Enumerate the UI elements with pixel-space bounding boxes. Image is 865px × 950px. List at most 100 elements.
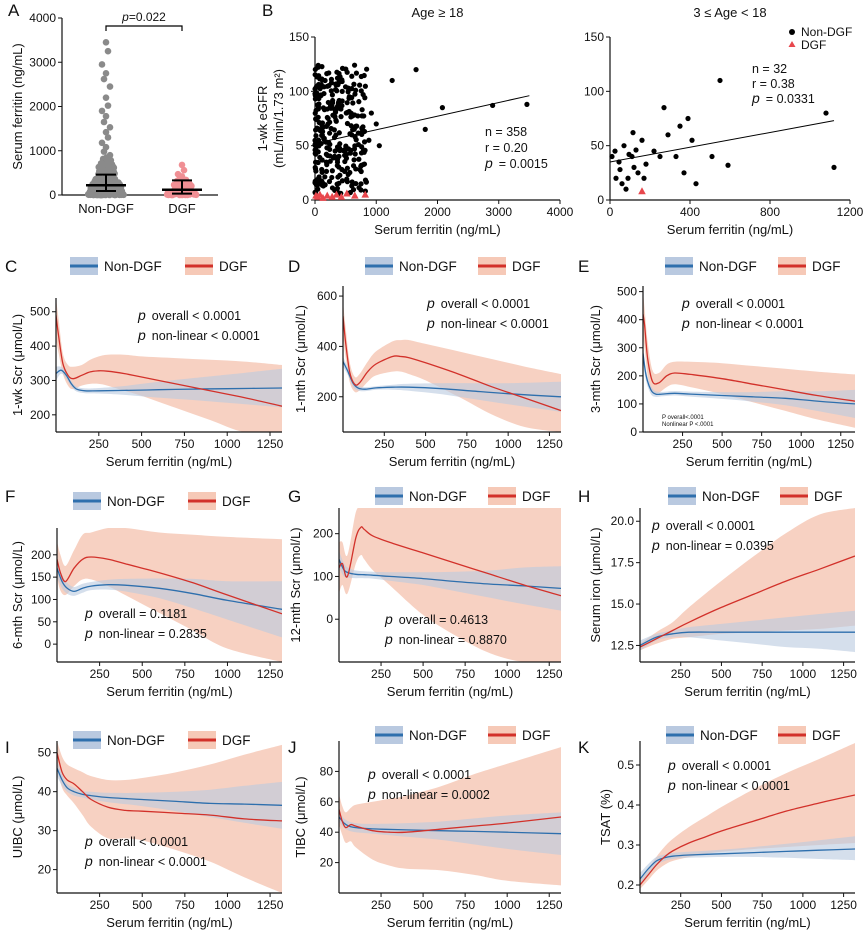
data-point (373, 121, 379, 127)
panel-D: D 250 500 750 1000 1250 200 400 600 Serum ferriti… (288, 257, 563, 469)
data-point (327, 158, 333, 164)
y-tick-label: 50 (591, 139, 605, 153)
data-point (100, 148, 108, 155)
x-tick-label: 1250 (257, 898, 284, 912)
data-point (104, 47, 112, 55)
x-axis-label: Serum ferritin (ng/mL) (667, 222, 793, 237)
x-tick-label: 1000 (214, 437, 241, 451)
data-point (322, 182, 328, 188)
data-point (351, 146, 358, 152)
data-point (331, 127, 337, 133)
data-point (617, 166, 623, 173)
data-point (356, 156, 362, 162)
x-category-label: DGF (168, 201, 196, 216)
data-point (349, 183, 355, 189)
data-point (321, 136, 327, 142)
data-point (337, 172, 343, 178)
ci-band-non-dgf (57, 760, 282, 829)
ci-band-dgf (640, 508, 855, 651)
data-point (350, 163, 357, 169)
x-tick-label: 1000 (790, 898, 817, 912)
data-point (85, 190, 92, 198)
data-point (359, 113, 365, 119)
panel-H: H 250 500 750 1000 1250 12.5 15.0 17.5 20.0 Serum … (578, 487, 857, 699)
data-point (329, 185, 336, 191)
data-point (334, 69, 340, 75)
data-point (323, 151, 329, 157)
p-value-annotation: p=0.022 (121, 10, 166, 24)
panel-letter-H: H (578, 487, 590, 506)
panel-E: E 250 500 750 1000 1250 0 100 200 300 400 500 Serum … (578, 257, 855, 469)
data-point (625, 175, 631, 181)
data-point (312, 159, 319, 165)
x-tick-label: 1000 (363, 205, 390, 219)
x-tick-label: 750 (752, 667, 772, 681)
data-point (324, 71, 330, 77)
data-point (362, 177, 369, 183)
data-point (661, 105, 667, 111)
x-tick-label: 1250 (257, 437, 284, 451)
y-tick-label: 50 (296, 139, 310, 153)
dgf-point (343, 189, 351, 197)
data-point (312, 137, 318, 143)
data-point (665, 132, 671, 138)
y-tick-label: 200 (30, 408, 50, 422)
panel-G: G 250 500 750 1000 1250 0 100 200 Serum ferritin … (288, 487, 563, 699)
data-point (359, 107, 365, 113)
data-point (681, 170, 687, 176)
data-point (347, 150, 353, 156)
data-point (323, 168, 330, 174)
y-tick-label: 20.0 (611, 514, 635, 528)
stat-line: n = 358 (485, 125, 527, 139)
data-point (102, 70, 110, 77)
data-point (339, 78, 345, 85)
y-axis-label: UIBC (μmol/L) (10, 776, 25, 859)
legend-label-non-dgf: Non-DGF (702, 489, 760, 504)
dgf-point (328, 192, 336, 200)
y-tick-label: 100 (31, 592, 51, 606)
x-axis-label: Serum ferritin (ng/mL) (684, 684, 810, 699)
ci-band-dgf (57, 741, 282, 893)
dgf-point (323, 191, 332, 199)
y-tick-label: 12.5 (611, 638, 635, 652)
stat-line: p overall < 0.0001 (681, 295, 785, 311)
data-point (358, 181, 364, 187)
x-tick-label: 1250 (830, 667, 857, 681)
panel-A: A 0 1000 2000 3000 4000 Serum ferritin (ng/mL)… (8, 1, 218, 216)
legend-label-non-dgf: Non-DGF (409, 728, 467, 743)
x-tick-label: 500 (712, 437, 732, 451)
data-point (324, 83, 330, 89)
legend-label-dgf: DGF (812, 259, 841, 274)
plot-area (57, 528, 282, 662)
data-point (313, 95, 319, 102)
data-point (320, 124, 326, 131)
data-point (439, 105, 445, 111)
data-point (102, 191, 110, 199)
data-point (344, 100, 350, 106)
data-point (333, 86, 339, 93)
y-tick-label: 80 (320, 764, 334, 778)
y-tick-label: 20 (38, 863, 52, 877)
y-tick-label: 0.2 (617, 878, 634, 892)
plot-area (640, 743, 855, 889)
legend-label-non-dgf: Non-DGF (699, 259, 757, 274)
x-tick-label: 750 (752, 437, 772, 451)
data-point (102, 128, 110, 136)
legend-label-non-dgf: Non-DGF (409, 489, 467, 504)
ci-band-non-dgf (640, 836, 855, 885)
stat-line: p overall < 0.0001 (667, 757, 771, 773)
y-tick-label: 0 (44, 637, 51, 651)
data-point (319, 166, 325, 173)
x-tick-label: 0 (312, 205, 319, 219)
data-point (349, 86, 355, 92)
data-point (334, 185, 341, 191)
x-tick-label: 1250 (830, 898, 857, 912)
ci-band-non-dgf (57, 559, 282, 638)
x-tick-label: 500 (711, 667, 731, 681)
y-tick-label: 50 (38, 746, 52, 760)
data-point (351, 62, 358, 68)
legend-label-non-dgf: Non-DGF (700, 728, 758, 743)
x-tick-label: 1000 (790, 667, 817, 681)
y-axis-label: 1-wk eGFR (255, 86, 270, 152)
y-tick-label: 200 (313, 527, 333, 541)
